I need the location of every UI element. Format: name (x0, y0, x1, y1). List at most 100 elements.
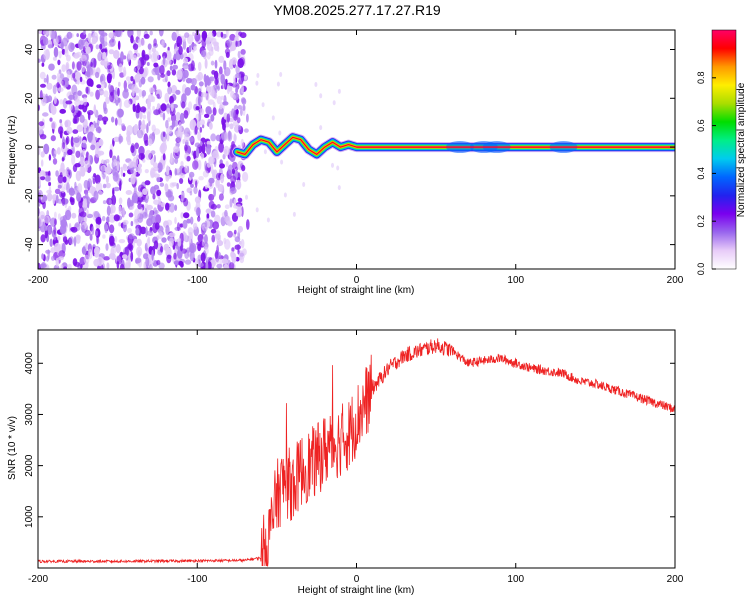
heatmap-cell (166, 59, 172, 65)
heatmap-cell (92, 133, 96, 144)
heatmap-cell (222, 101, 229, 106)
heatmap-cell (116, 108, 124, 119)
heatmap-cell (134, 104, 142, 114)
heatmap-cell (183, 197, 189, 207)
heatmap-cell (138, 89, 143, 98)
snr-y-axis-label: SNR (10 * v/v) (7, 416, 18, 480)
colorbar-tick-label: 0.0 (696, 263, 706, 276)
heatmap-cell (57, 235, 61, 241)
heatmap-cell (173, 53, 177, 60)
heatmap-cell (178, 121, 182, 132)
heatmap-cell (220, 173, 225, 184)
heatmap-cell (158, 262, 165, 269)
heatmap-cell (151, 96, 156, 103)
heatmap-cell (147, 138, 153, 147)
heatmap-cell (189, 119, 197, 131)
heatmap-cell (178, 45, 183, 56)
heatmap-cell (168, 232, 176, 238)
heatmap-cell (104, 228, 108, 233)
heatmap-cell (231, 108, 235, 118)
heatmap-cell (177, 237, 182, 247)
heatmap-cell (46, 82, 53, 90)
heatmap-cell (47, 225, 52, 235)
heatmap-cell (100, 90, 105, 95)
heatmap-cell (156, 259, 161, 266)
heatmap-cell (122, 254, 128, 259)
heatmap-cell (150, 150, 156, 155)
heatmap-cell (86, 201, 90, 209)
heatmap-cell (100, 48, 108, 54)
heatmap-cell (43, 77, 47, 83)
heatmap-cell (85, 242, 88, 250)
heatmap-cell (57, 174, 64, 184)
heatmap-cell (213, 70, 219, 80)
heatmap-cell (128, 233, 135, 240)
heatmap-cell (85, 192, 89, 200)
heatmap-cell (218, 107, 224, 115)
heatmap-cell (240, 138, 244, 148)
heatmap-cell (153, 240, 159, 250)
heatmap-cell (66, 54, 71, 62)
heatmap-cell (56, 147, 61, 155)
heatmap-cell (193, 186, 198, 195)
heatmap-cell (48, 181, 52, 187)
heatmap-cell (54, 211, 57, 219)
heatmap-cell (59, 130, 63, 139)
heatmap-cell (144, 140, 149, 146)
heatmap-cell (235, 179, 242, 190)
heatmap-cell (166, 132, 170, 142)
heatmap-cell (337, 88, 341, 94)
heatmap-cell (73, 137, 80, 144)
heatmap-cell (153, 109, 160, 116)
heatmap-cell (111, 116, 115, 123)
heatmap-cell (223, 33, 227, 39)
heatmap-cell (226, 113, 231, 123)
heatmap-cell (58, 50, 62, 59)
heatmap-cell (73, 52, 80, 59)
heatmap-cell (283, 192, 287, 198)
y-tick-label: 40 (24, 44, 35, 56)
heatmap-cell (92, 32, 99, 43)
heatmap-cell (95, 182, 103, 192)
heatmap-cell (60, 191, 66, 198)
heatmap-cell (61, 186, 65, 194)
heatmap-cell (78, 104, 84, 110)
heatmap-cell (207, 261, 212, 269)
heatmap-cell (233, 133, 237, 144)
heatmap-cell (166, 219, 173, 226)
heatmap-cell (204, 220, 208, 228)
heatmap-cell (162, 131, 166, 138)
heatmap-cell (205, 263, 209, 269)
heatmap-cell (246, 219, 250, 230)
heatmap-cell (63, 266, 68, 269)
heatmap-cell (133, 186, 137, 195)
heatmap-cell (158, 231, 163, 240)
x-tick-label: -100 (187, 275, 207, 286)
heatmap-cell (156, 93, 160, 99)
heatmap-cell (200, 50, 207, 58)
heatmap-cell (279, 72, 283, 77)
heatmap-cell (188, 101, 193, 110)
heatmap-cell (230, 187, 237, 195)
heatmap-cell (61, 196, 66, 207)
heatmap-cell (40, 159, 44, 167)
heatmap-cell (157, 162, 162, 174)
heatmap-cell (116, 160, 120, 172)
heatmap-cell (41, 62, 45, 67)
heatmap-cell (240, 97, 246, 104)
heatmap-cell (109, 235, 115, 246)
heatmap-cell (280, 159, 284, 165)
heatmap-cell (186, 155, 191, 162)
heatmap-cell (95, 149, 101, 158)
heatmap-cell (90, 144, 96, 151)
heatmap-cell (182, 65, 189, 70)
heatmap-cell (197, 131, 202, 141)
heatmap-cell (160, 112, 163, 118)
heatmap-cell (190, 183, 194, 188)
heatmap-cell (154, 222, 160, 230)
heatmap-cell (151, 47, 156, 53)
heatmap-cell (55, 257, 59, 267)
heatmap-cell (197, 254, 202, 261)
heatmap-cell (263, 149, 267, 155)
heatmap-cell (174, 157, 179, 165)
